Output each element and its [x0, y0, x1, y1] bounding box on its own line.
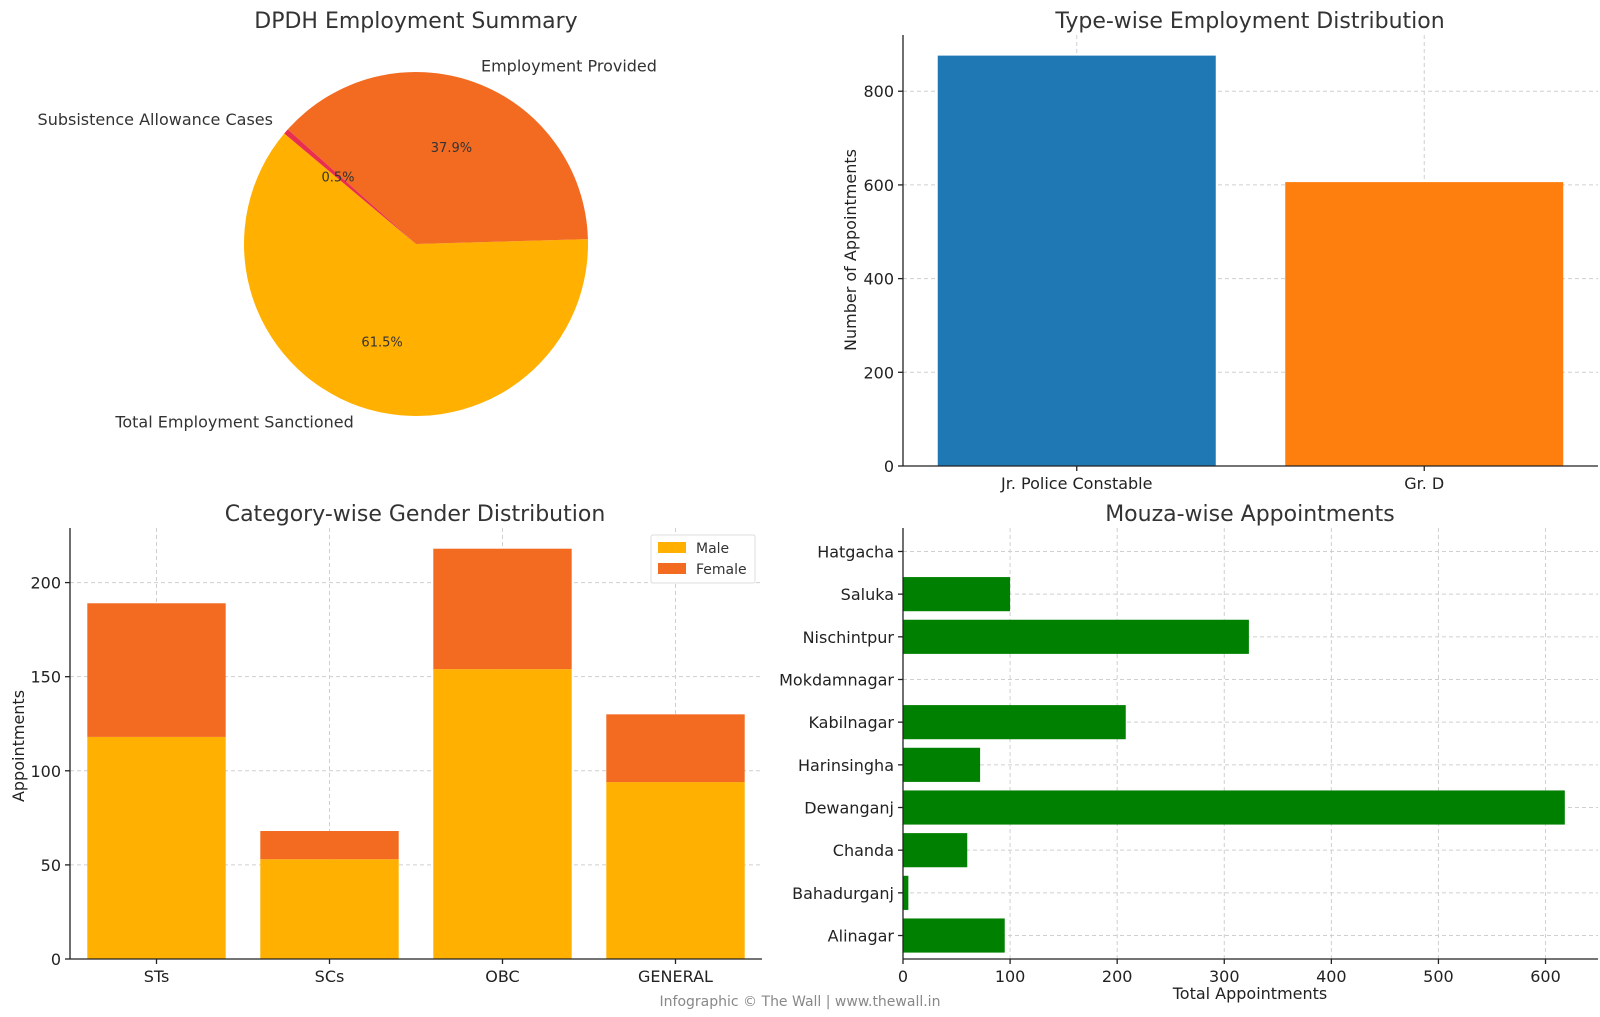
- x-tick-label: SCs: [315, 967, 345, 986]
- gender-bars: [87, 548, 745, 959]
- mouza-bars: [903, 577, 1565, 953]
- y-tick-label: 200: [30, 574, 61, 593]
- y-tick-label: Nischintpur: [803, 628, 895, 647]
- bar-general-male: [606, 782, 745, 959]
- y-tick-label: Mokdamnagar: [779, 670, 894, 689]
- x-tick-label: 100: [995, 967, 1026, 986]
- gender-y-axis-label: Appointments: [9, 690, 28, 802]
- y-tick-label: Alinagar: [828, 927, 895, 946]
- bar-saluka: [903, 577, 1011, 612]
- typewise-axes: 0 200 400 600 800 Jr. Police Constable Gr. D: [863, 35, 1598, 493]
- bar-obc-female: [433, 548, 572, 670]
- x-tick-label: 500: [1423, 967, 1454, 986]
- typewise-bars: [937, 55, 1564, 467]
- x-tick-label: STs: [144, 967, 170, 986]
- bar-nischintpur: [903, 619, 1249, 654]
- pie-chart-panel: DPDH Employment Summary 61.5% Total Emplo…: [38, 9, 657, 432]
- x-tick-label: OBC: [485, 967, 519, 986]
- legend-swatch-female: [658, 563, 686, 574]
- bar-scs-male: [260, 859, 399, 959]
- bar-harinsingha: [903, 747, 981, 782]
- bar-kabilnagar: [903, 705, 1126, 740]
- bar-alinagar: [903, 918, 1005, 953]
- bar-gr-d: [1285, 182, 1564, 466]
- y-tick-label: Hatgacha: [817, 542, 894, 561]
- x-tick-label: 0: [898, 967, 908, 986]
- bar-jr-police-constable: [937, 55, 1216, 467]
- mouza-x-axis-label: Total Appointments: [1172, 984, 1328, 1003]
- x-tick-label: 400: [1316, 967, 1347, 986]
- typewise-bar-panel: Type-wise Employment Distribution 0 200 40…: [841, 9, 1598, 493]
- legend-label-female: Female: [696, 562, 747, 578]
- pie-pct-label: 61.5%: [361, 335, 402, 350]
- pie-category-label: Total Employment Sanctioned: [114, 413, 353, 432]
- x-tick-label: 300: [1209, 967, 1240, 986]
- legend-label-male: Male: [696, 541, 729, 557]
- bar-dewanganj: [903, 790, 1565, 825]
- pie-slice-total-employment-sanctioned: [244, 133, 588, 417]
- gender-axes: 0 50 100 150 200 STs SCs OBC GENERAL: [30, 528, 762, 986]
- footer-credit: Infographic © The Wall | www.thewall.in: [659, 994, 941, 1010]
- y-tick-label: Kabilnagar: [808, 713, 894, 732]
- gender-legend: Male Female: [650, 534, 756, 584]
- y-tick-label: Saluka: [841, 585, 894, 604]
- bar-general-female: [606, 714, 745, 783]
- typewise-chart-title: Type-wise Employment Distribution: [1054, 9, 1444, 34]
- pie-category-label: Subsistence Allowance Cases: [38, 110, 273, 129]
- x-tick-label: 600: [1530, 967, 1561, 986]
- y-tick-label: 50: [41, 856, 61, 875]
- bar-obc-male: [433, 669, 572, 959]
- y-tick-label: 600: [863, 176, 894, 195]
- pie-pct-label: 37.9%: [431, 141, 472, 156]
- y-tick-label: 400: [863, 270, 894, 289]
- x-tick-label: 200: [1102, 967, 1133, 986]
- typewise-y-axis-label: Number of Appointments: [841, 149, 860, 351]
- pie-slice-subsistence-allowance-cases: [284, 129, 416, 244]
- y-tick-label: 800: [863, 82, 894, 101]
- bar-sts-male: [87, 736, 226, 959]
- gender-chart-title: Category-wise Gender Distribution: [225, 502, 606, 527]
- bar-scs-female: [260, 831, 399, 860]
- pie-slices: [244, 71, 588, 417]
- pie-category-label: Employment Provided: [481, 56, 657, 75]
- pie-slice-employment-provided: [287, 71, 588, 244]
- y-tick-label: 200: [863, 363, 894, 382]
- pie-pct-label: 0.5%: [321, 170, 354, 185]
- y-tick-label: Chanda: [833, 841, 894, 860]
- bar-bahadurganj: [903, 875, 909, 910]
- bar-sts-female: [87, 603, 226, 737]
- y-tick-label: Bahadurganj: [792, 884, 894, 903]
- y-tick-label: 0: [884, 457, 894, 476]
- x-tick-label: Jr. Police Constable: [1000, 474, 1152, 493]
- pie-labels: 61.5% Total Employment Sanctioned 37.9% Emp…: [38, 56, 657, 431]
- x-tick-label: Gr. D: [1404, 474, 1444, 493]
- mouza-bar-panel: Mouza-wise Appointments 0 100 200 300 400 500…: [779, 502, 1598, 1003]
- mouza-chart-title: Mouza-wise Appointments: [1105, 502, 1395, 527]
- bar-chanda: [903, 833, 968, 868]
- y-tick-label: Harinsingha: [798, 756, 894, 775]
- mouza-axes: 0 100 200 300 400 500 600 Alinagar Bahadurganj Ch…: [779, 528, 1598, 986]
- legend-swatch-male: [658, 542, 686, 553]
- y-tick-label: 0: [51, 950, 61, 969]
- gender-stacked-bar-panel: Category-wise Gender Distribution 0 50 100…: [9, 502, 762, 986]
- y-tick-label: 100: [30, 762, 61, 781]
- x-tick-label: GENERAL: [638, 967, 713, 986]
- pie-chart-title: DPDH Employment Summary: [254, 9, 577, 34]
- y-tick-label: 150: [30, 668, 61, 687]
- y-tick-label: Dewanganj: [804, 799, 894, 818]
